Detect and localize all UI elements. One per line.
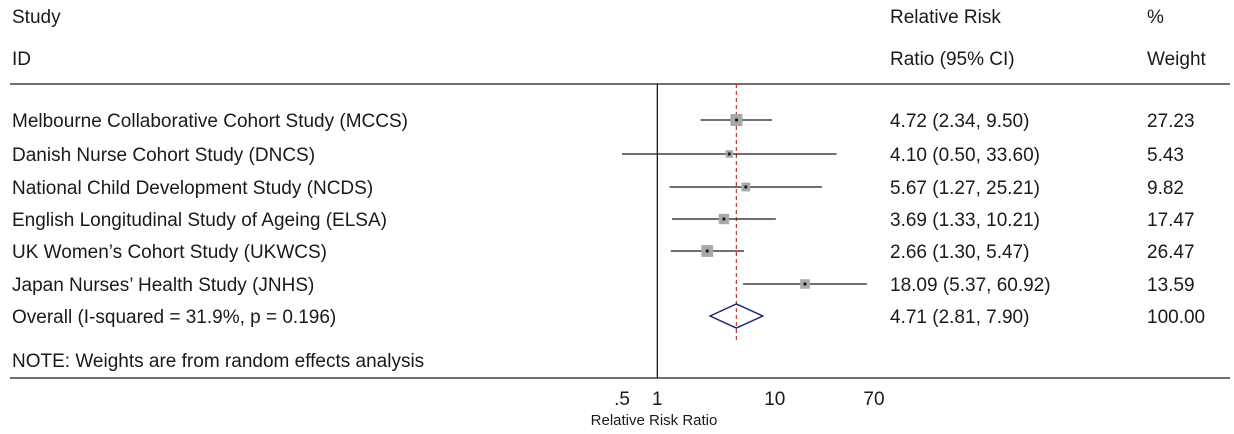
ci-text: 3.69 (1.33, 10.21) <box>890 210 1040 231</box>
point-estimate <box>727 152 731 156</box>
ci-text: 18.09 (5.37, 60.92) <box>890 275 1051 296</box>
header-relative-risk: Relative Risk <box>890 7 1001 28</box>
study-label: National Child Development Study (NCDS) <box>12 178 373 199</box>
overall-label: Overall (I-squared = 31.9%, p = 0.196) <box>12 307 336 328</box>
header-weight: Weight <box>1147 49 1207 70</box>
study-label: English Longitudinal Study of Ageing (EL… <box>12 210 387 231</box>
header-percent: % <box>1147 7 1164 28</box>
study-label: Japan Nurses’ Health Study (JNHS) <box>12 275 314 296</box>
study-label: Danish Nurse Cohort Study (DNCS) <box>12 145 315 166</box>
ci-text: 4.72 (2.34, 9.50) <box>890 111 1029 132</box>
point-estimate <box>722 217 726 221</box>
overall-diamond <box>708 303 765 329</box>
point-estimate <box>803 282 807 286</box>
x-tick-label: .5 <box>614 389 630 410</box>
x-tick-label: 70 <box>863 389 884 410</box>
point-estimate <box>734 118 739 122</box>
overall-weight-text: 100.00 <box>1147 307 1205 328</box>
weight-text: 13.59 <box>1147 275 1195 296</box>
weight-text: 9.82 <box>1147 178 1184 199</box>
header-study: Study <box>12 7 61 28</box>
note-text: NOTE: Weights are from random effects an… <box>12 351 424 372</box>
point-estimate <box>705 249 709 253</box>
x-tick-label: 1 <box>652 389 663 410</box>
ci-text: 5.67 (1.27, 25.21) <box>890 178 1040 199</box>
ci-text: 2.66 (1.30, 5.47) <box>890 242 1029 263</box>
weight-text: 5.43 <box>1147 145 1184 166</box>
weight-text: 27.23 <box>1147 111 1195 132</box>
point-estimate <box>744 185 748 189</box>
x-axis-label: Relative Risk Ratio <box>591 412 718 429</box>
weight-text: 17.47 <box>1147 210 1195 231</box>
ci-text: 4.10 (0.50, 33.60) <box>890 145 1040 166</box>
header-ratio-ci: Ratio (95% CI) <box>890 49 1015 70</box>
header-id: ID <box>12 49 31 70</box>
x-tick-label: 10 <box>764 389 785 410</box>
study-label: Melbourne Collaborative Cohort Study (MC… <box>12 111 408 132</box>
study-label: UK Women’s Cohort Study (UKWCS) <box>12 242 327 263</box>
overall-ci-text: 4.71 (2.81, 7.90) <box>890 307 1029 328</box>
weight-text: 26.47 <box>1147 242 1195 263</box>
